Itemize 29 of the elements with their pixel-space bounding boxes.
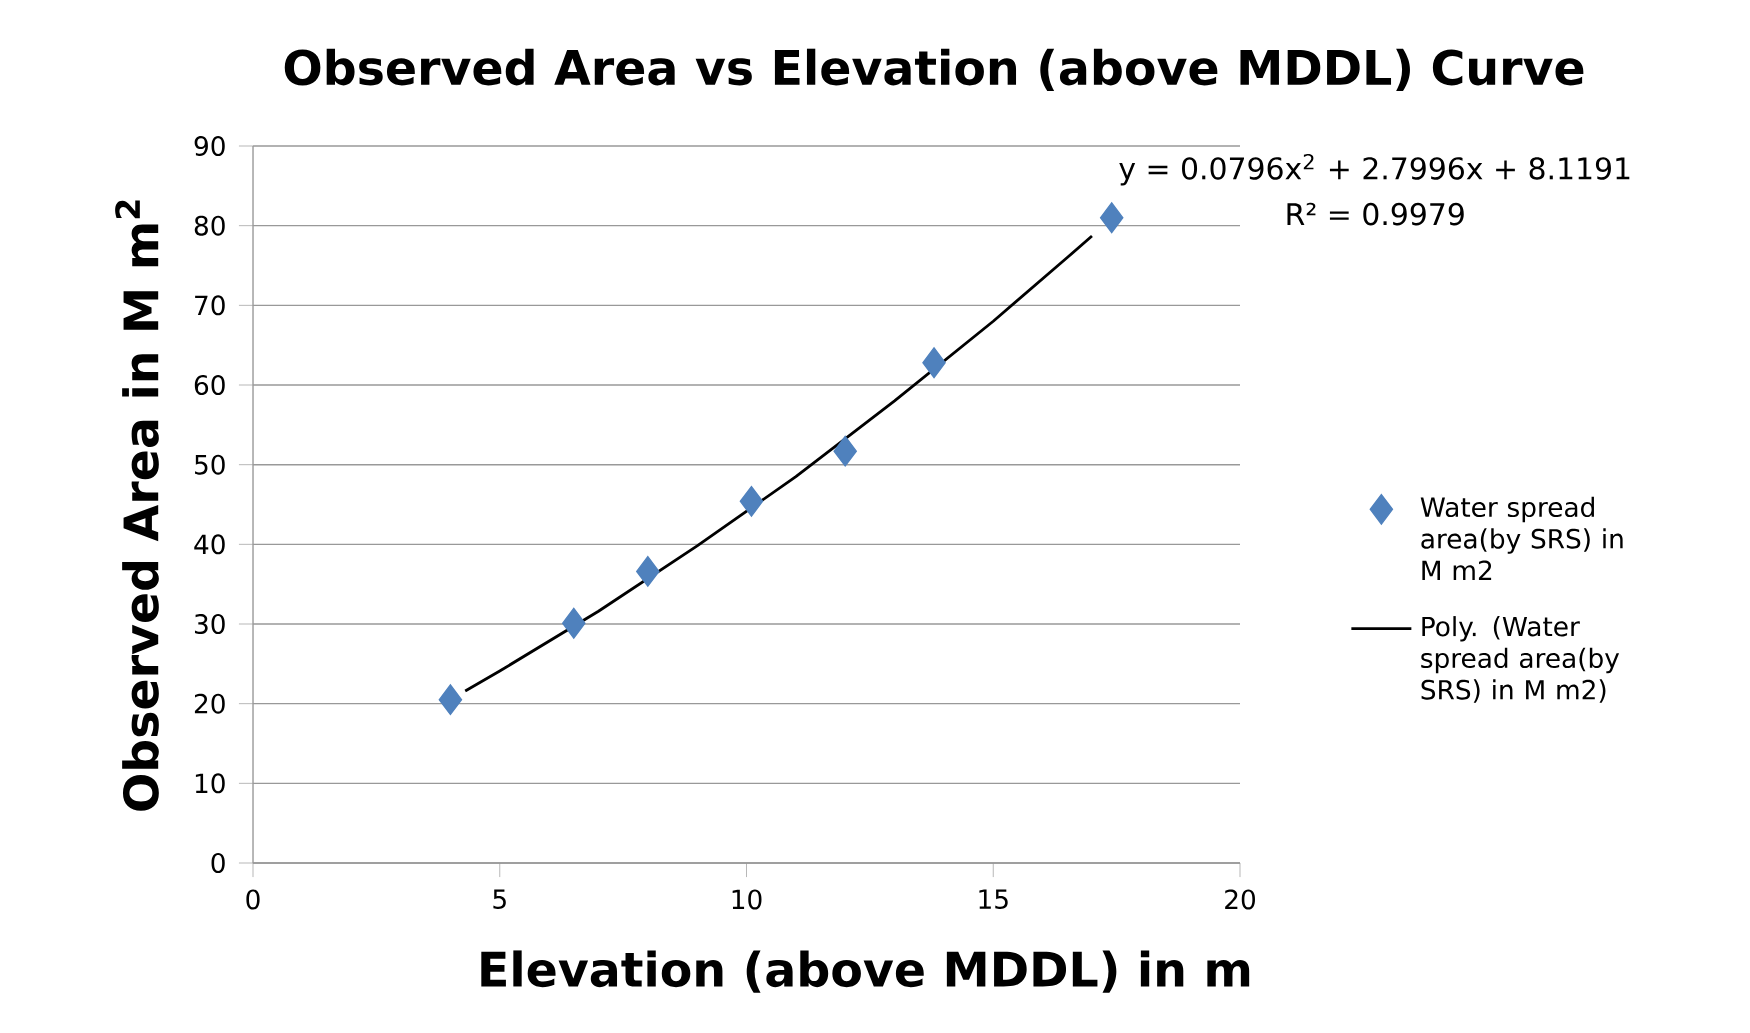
y-tick-label: 90 <box>194 136 225 156</box>
point <box>739 485 764 517</box>
point <box>833 435 857 467</box>
point <box>1099 202 1124 234</box>
y-tick-label: 10 <box>195 773 225 794</box>
text: R² = 0.9979 <box>1287 202 1464 226</box>
y-tick-label: 40 <box>194 534 225 555</box>
y-tick-label: 0 <box>211 853 225 873</box>
point <box>636 555 660 587</box>
x-axis-title: Elevation (above MDDL) in m <box>481 950 1250 993</box>
annotation: y = 0.0796x$^{2}$ + 2.7996x + 8.1191 <box>1119 153 1630 186</box>
y-tick-label: 20 <box>194 693 225 714</box>
x-tick-label: 0 <box>246 889 260 910</box>
point <box>562 607 586 639</box>
y-tick-label: 80 <box>194 215 225 236</box>
point <box>438 684 463 716</box>
y-tick-label: 50 <box>195 454 225 475</box>
point <box>922 347 946 379</box>
y-axis-title: Observed Area in M m$^{2}$ <box>115 200 159 811</box>
y-tick-label: 60 <box>194 375 225 395</box>
chart-title: Observed Area vs Elevation (above MDDL) Curve <box>284 48 1584 92</box>
x-tick-label: 10 <box>732 889 762 910</box>
legend-label: Water spread area(by SRS) in M m2 <box>1420 496 1623 580</box>
x-tick-label: 20 <box>1225 889 1255 910</box>
y-tick-label: 70 <box>195 295 225 316</box>
x-tick-label: 5 <box>493 889 506 910</box>
legend-label: Poly. (Water spread area(by SRS) in M m2) <box>1421 616 1620 703</box>
y-tick-label: 30 <box>194 614 225 634</box>
x-tick-label: 15 <box>979 889 1008 910</box>
